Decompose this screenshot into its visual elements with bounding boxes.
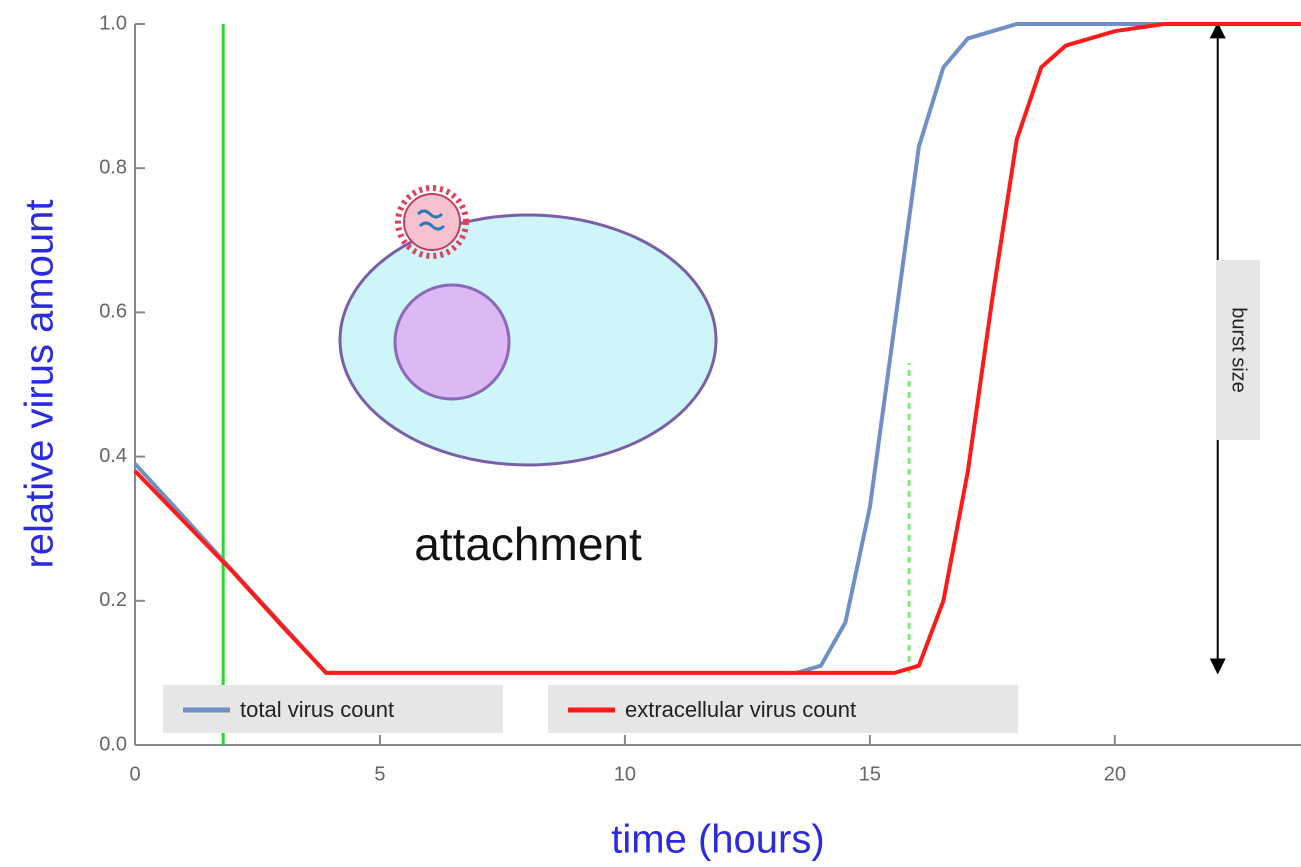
x-tick-label: 15	[859, 763, 881, 785]
annotation: attachment	[414, 518, 642, 570]
legend-box	[548, 685, 1018, 733]
cell-illustration	[338, 185, 718, 467]
virus-spikes	[395, 185, 469, 259]
x-tick-label: 10	[614, 763, 636, 785]
y-tick-label: 0.0	[99, 733, 127, 755]
y-tick-label: 0.2	[99, 589, 127, 611]
virus-genome	[416, 209, 446, 231]
burst-label: burst size	[1228, 307, 1250, 393]
y-tick-label: 0.4	[99, 445, 127, 467]
y-tick-label: 0.8	[99, 156, 127, 178]
legend-label: total virus count	[240, 697, 394, 722]
series-line	[133, 22, 1301, 675]
y-tick-label: 1.0	[99, 12, 127, 34]
x-tick-label: 5	[374, 763, 385, 785]
virus	[403, 193, 461, 251]
burst-label-box	[1216, 260, 1260, 440]
series-line	[133, 22, 1301, 675]
nucleus	[393, 283, 511, 401]
y-axis-title: relative virus amount	[18, 199, 62, 568]
cell	[338, 213, 718, 467]
x-tick-label: 20	[1104, 763, 1126, 785]
x-tick-label: 0	[129, 763, 140, 785]
y-tick-label: 0.6	[99, 301, 127, 323]
legend-label: extracellular virus count	[625, 697, 856, 722]
x-axis-title: time (hours)	[611, 818, 824, 862]
